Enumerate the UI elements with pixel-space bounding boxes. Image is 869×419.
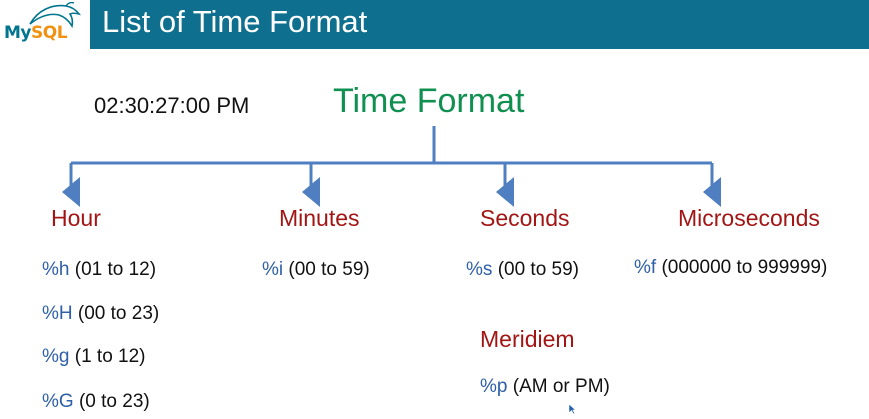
spec-range: (AM or PM): [512, 376, 610, 397]
spec-minutes-1: %i (00 to 59): [262, 259, 370, 281]
logo-my-text: My: [4, 23, 32, 43]
spec-microseconds-1: %f (000000 to 999999): [634, 257, 827, 279]
diagram-root-title: Time Format: [333, 82, 525, 120]
spec-code: %h: [42, 259, 70, 280]
spec-hour-3: %g (1 to 12): [42, 346, 146, 368]
spec-code: %G: [42, 391, 74, 412]
spec-range: (0 to 23): [78, 391, 150, 412]
slide-header: MySQL List of Time Format: [0, 0, 869, 49]
category-seconds: Seconds: [480, 205, 570, 231]
category-hour: Hour: [51, 205, 101, 231]
spec-range: (01 to 12): [74, 259, 157, 280]
spec-hour-2: %H (00 to 23): [42, 303, 159, 325]
spec-range: (000000 to 999999): [661, 257, 828, 278]
mysql-logo: MySQL: [0, 0, 90, 49]
spec-code: %H: [42, 303, 73, 324]
spec-meridiem-1: %p (AM or PM): [480, 376, 610, 398]
title-bar: List of Time Format: [90, 0, 869, 49]
spec-code: %i: [262, 259, 284, 280]
spec-hour-1: %h (01 to 12): [42, 259, 156, 281]
dolphin-icon: [29, 2, 81, 28]
spec-seconds-1: %s (00 to 59): [466, 259, 579, 281]
mouse-cursor-icon: [568, 403, 576, 415]
spec-hour-4: %G (0 to 23): [42, 391, 150, 413]
category-microseconds: Microseconds: [678, 205, 820, 231]
example-time: 02:30:27:00 PM: [94, 93, 250, 118]
spec-range: (00 to 23): [77, 303, 160, 324]
spec-code: %s: [466, 259, 493, 280]
logo-wordmark: MySQL: [4, 23, 68, 43]
spec-code: %p: [480, 376, 508, 397]
spec-code: %f: [634, 257, 657, 278]
spec-range: (00 to 59): [497, 259, 580, 280]
logo-sql-text: SQL: [31, 23, 68, 43]
category-meridiem: Meridiem: [480, 326, 575, 352]
spec-range: (00 to 59): [288, 259, 370, 280]
page-title: List of Time Format: [102, 4, 368, 39]
spec-code: %g: [42, 346, 70, 367]
spec-range: (1 to 12): [74, 346, 146, 367]
category-minutes: Minutes: [279, 205, 360, 231]
